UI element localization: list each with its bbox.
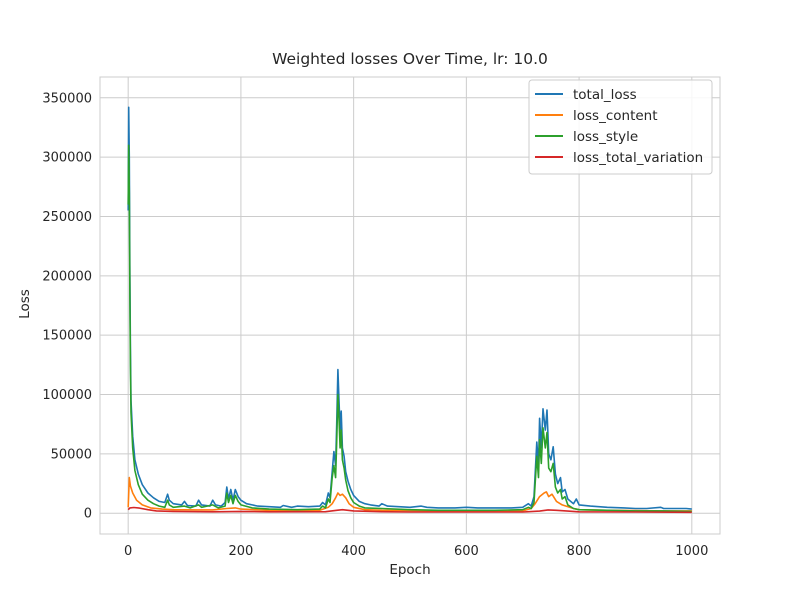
legend-box	[528, 79, 713, 175]
y-tick-label: 0	[84, 507, 92, 522]
x-tick-label: 1000	[675, 544, 708, 559]
series-line-loss-total-variation	[127, 506, 692, 514]
y-tick-label: 50000	[51, 447, 92, 462]
x-axis-label: Epoch	[389, 562, 430, 578]
plot-frame	[99, 76, 721, 535]
x-tick-label: 400	[341, 544, 366, 559]
y-tick-label: 350000	[42, 91, 92, 106]
series-line-loss-style	[127, 144, 692, 513]
y-axis-label: Loss	[17, 289, 33, 319]
x-tick-label: 200	[228, 544, 253, 559]
y-tick-labels: 0 50000 100000 150000 200000 250000 300000 3500…	[42, 91, 92, 521]
y-tick-label: 150000	[42, 329, 92, 344]
x-tick-labels: 0 200 400 600 800 1000	[124, 544, 708, 559]
x-tick-label: 0	[124, 544, 132, 559]
x-tick-label: 600	[454, 544, 479, 559]
y-tick-label: 300000	[42, 151, 92, 166]
legend-label: loss_content	[573, 108, 658, 124]
series-lines	[127, 106, 692, 514]
chart-title: Weighted losses Over Time, lr: 10.0	[272, 50, 548, 68]
legend: total_loss loss_content loss_style loss_tot…	[528, 79, 713, 175]
series-line-total-loss	[127, 106, 692, 510]
legend-label: total_loss	[573, 87, 637, 103]
x-tick-label: 800	[567, 544, 592, 559]
y-tick-label: 200000	[42, 269, 92, 284]
legend-label: loss_total_variation	[573, 150, 703, 166]
grid	[100, 77, 720, 534]
y-tick-label: 100000	[42, 388, 92, 403]
legend-label: loss_style	[573, 129, 638, 145]
y-tick-label: 250000	[42, 210, 92, 225]
series-line-loss-content	[127, 476, 692, 512]
